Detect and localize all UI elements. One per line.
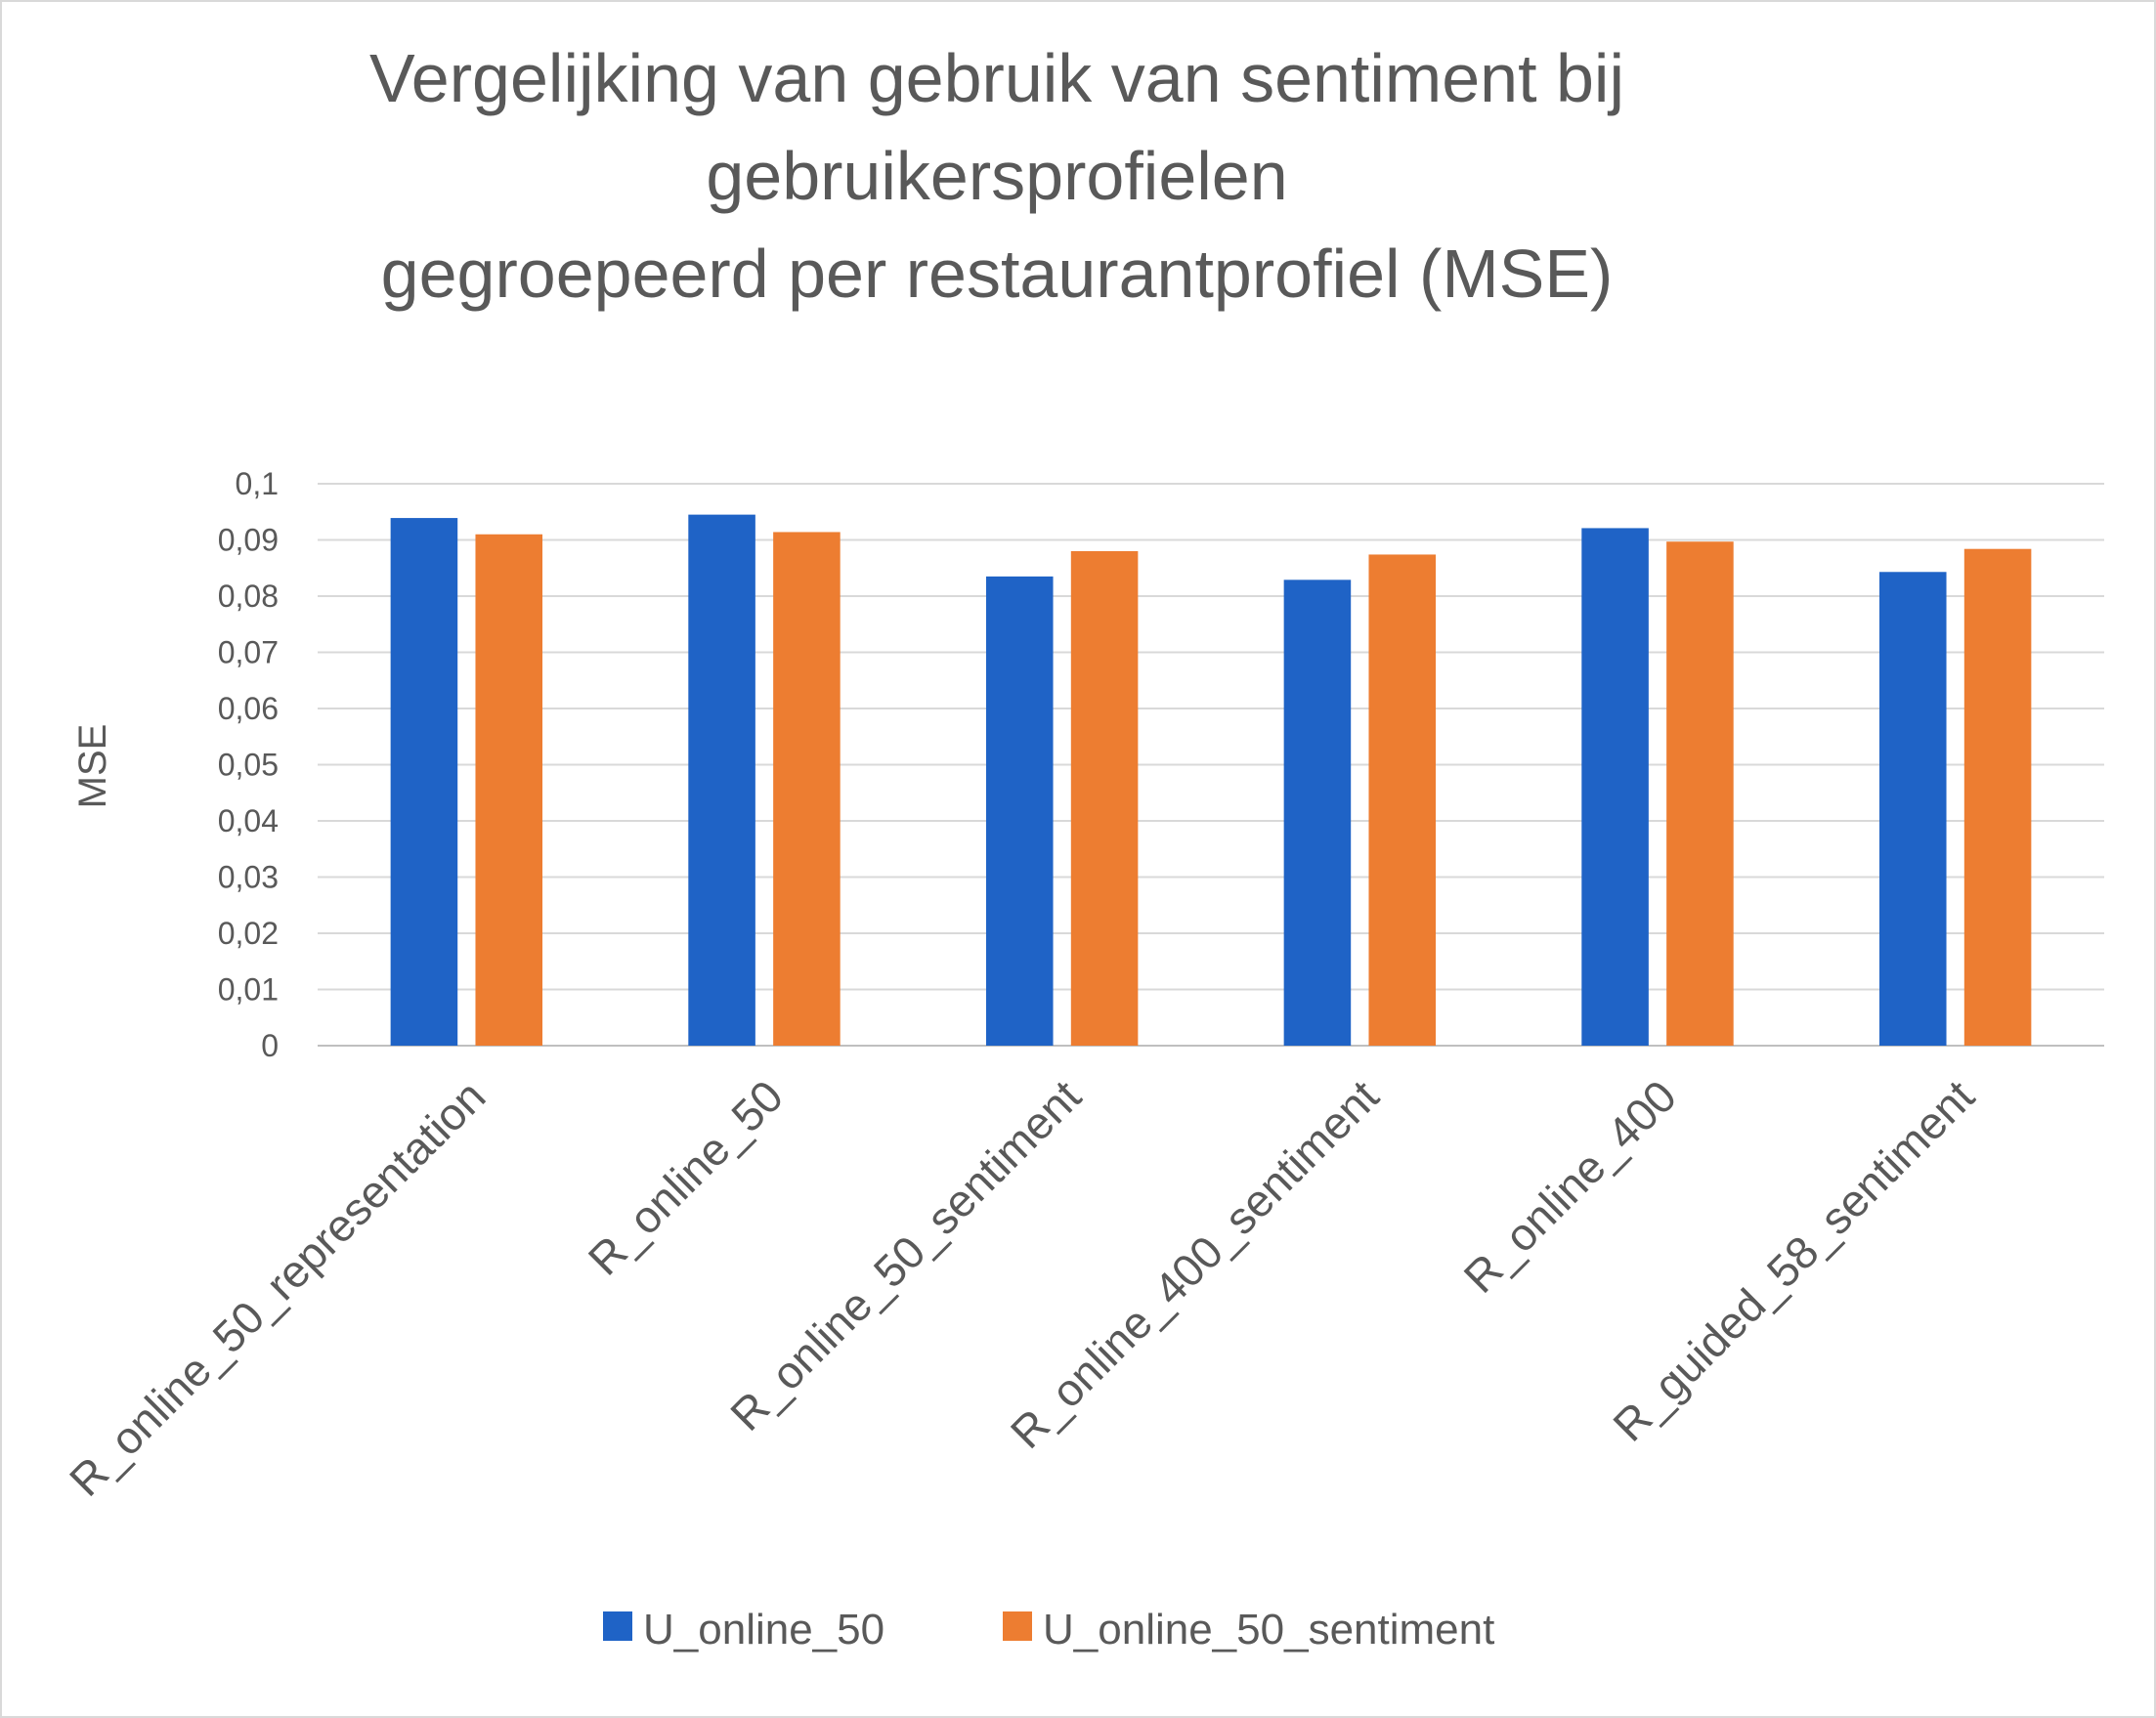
bar-u-online-50: [390, 518, 458, 1046]
y-tick-label: 0,04: [218, 803, 279, 838]
chart-title: Vergelijking van gebruik van sentiment b…: [369, 40, 1624, 312]
legend-label: U_online_50_sentiment: [1043, 1606, 1494, 1654]
bar-u-online-50: [1283, 580, 1352, 1046]
legend: U_online_50 U_online_50_sentiment: [603, 1606, 1494, 1654]
y-axis-ticks: 0 0,01 0,02 0,03 0,04 0,05 0,06 0,07 0,08 0,09 0,1: [218, 466, 279, 1063]
chart-title-line-2: gebruikersprofielen: [706, 138, 1287, 214]
y-tick-label: 0,1: [236, 466, 279, 501]
y-tick-label: 0,08: [218, 579, 279, 614]
bar-u-online-50-sentiment: [1070, 551, 1139, 1046]
bar-u-online-50-sentiment: [475, 534, 543, 1046]
bar-u-online-50: [985, 576, 1054, 1046]
legend-label: U_online_50: [643, 1606, 884, 1654]
y-tick-label: 0,06: [218, 691, 279, 726]
gridlines: [318, 483, 2104, 1047]
bar-u-online-50-sentiment: [1666, 541, 1734, 1046]
chart-title-line-3: gegroepeerd per restaurantprofiel (MSE): [381, 236, 1614, 312]
bar-u-online-50: [1581, 528, 1649, 1046]
legend-swatch: [1003, 1611, 1032, 1641]
y-tick-label: 0,03: [218, 860, 279, 895]
legend-swatch: [603, 1611, 632, 1641]
bar-u-online-50-sentiment: [1368, 554, 1437, 1046]
bar-u-online-50: [1878, 572, 1947, 1046]
bars: [390, 514, 2032, 1046]
bar-u-online-50-sentiment: [1963, 548, 2032, 1046]
y-tick-label: 0,05: [218, 748, 279, 783]
y-tick-label: 0,02: [218, 916, 279, 951]
y-tick-label: 0,07: [218, 635, 279, 670]
bar-u-online-50: [688, 514, 755, 1046]
bar-u-online-50-sentiment: [773, 532, 841, 1046]
y-tick-label: 0,09: [218, 523, 279, 558]
y-tick-label: 0: [261, 1028, 279, 1063]
y-tick-label: 0,01: [218, 972, 279, 1008]
chart-title-line-1: Vergelijking van gebruik van sentiment b…: [369, 40, 1624, 116]
y-axis-title: MSE: [71, 724, 114, 809]
